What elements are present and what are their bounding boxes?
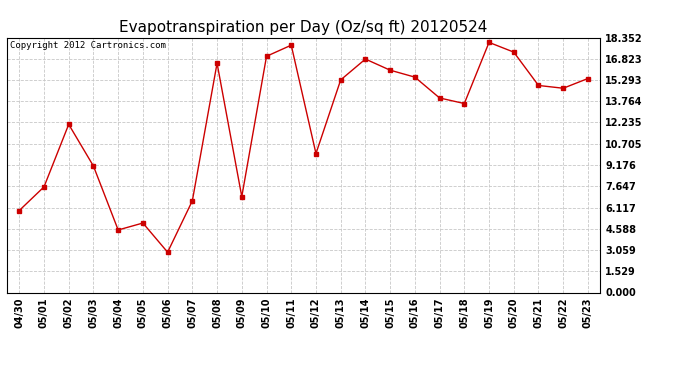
Text: Copyright 2012 Cartronics.com: Copyright 2012 Cartronics.com: [10, 41, 166, 50]
Title: Evapotranspiration per Day (Oz/sq ft) 20120524: Evapotranspiration per Day (Oz/sq ft) 20…: [119, 20, 488, 35]
